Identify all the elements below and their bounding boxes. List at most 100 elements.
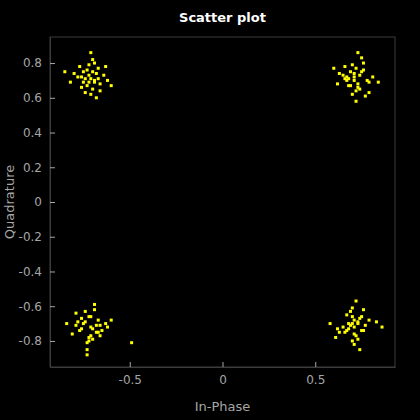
point bbox=[355, 100, 358, 103]
point bbox=[73, 72, 76, 75]
y-axis: -0.8-0.6-0.4-0.200.20.40.60.8 bbox=[19, 38, 55, 368]
point bbox=[351, 63, 354, 66]
point bbox=[338, 331, 341, 334]
point bbox=[82, 81, 85, 84]
point bbox=[353, 319, 356, 322]
point bbox=[82, 70, 85, 73]
point bbox=[358, 74, 361, 77]
point bbox=[80, 86, 83, 89]
point bbox=[130, 341, 133, 344]
point bbox=[329, 322, 332, 325]
x-tick-label: -0.5 bbox=[119, 373, 142, 387]
point bbox=[349, 310, 352, 313]
y-tick-label: -0.6 bbox=[19, 300, 42, 314]
point bbox=[99, 324, 102, 327]
point bbox=[353, 326, 356, 329]
point bbox=[91, 70, 94, 73]
point bbox=[360, 315, 363, 318]
point bbox=[351, 339, 354, 342]
point bbox=[342, 326, 345, 329]
point bbox=[87, 339, 90, 342]
point bbox=[97, 319, 100, 322]
point bbox=[381, 326, 384, 329]
y-tick: -0.4 bbox=[19, 265, 55, 279]
point bbox=[86, 353, 89, 356]
point bbox=[362, 308, 365, 311]
point bbox=[368, 319, 371, 322]
x-tick-label: 0 bbox=[219, 373, 227, 387]
x-axis: -0.500.5 bbox=[51, 362, 396, 387]
point bbox=[349, 324, 352, 327]
point bbox=[368, 91, 371, 94]
x-axis-line bbox=[51, 367, 396, 368]
point bbox=[80, 327, 83, 330]
x-tick: -0.5 bbox=[119, 362, 142, 387]
point bbox=[87, 63, 90, 66]
point bbox=[353, 79, 356, 82]
point bbox=[110, 84, 113, 87]
y-tick-label: -0.4 bbox=[19, 265, 42, 279]
x-tick-mark bbox=[223, 362, 224, 367]
point bbox=[360, 329, 363, 332]
point bbox=[76, 320, 79, 323]
point bbox=[89, 77, 92, 80]
point bbox=[375, 320, 378, 323]
point bbox=[89, 93, 92, 96]
point bbox=[91, 327, 94, 330]
point bbox=[106, 79, 109, 82]
point bbox=[74, 312, 77, 315]
point bbox=[71, 333, 74, 336]
point bbox=[99, 334, 102, 337]
point bbox=[338, 72, 341, 75]
point bbox=[86, 69, 89, 72]
y-tick: -0.6 bbox=[19, 300, 55, 314]
point bbox=[63, 70, 66, 73]
point bbox=[91, 58, 94, 61]
points bbox=[63, 51, 383, 356]
x-axis-title: In-Phase bbox=[195, 399, 251, 414]
point bbox=[86, 348, 89, 351]
point bbox=[89, 51, 92, 54]
point bbox=[93, 308, 96, 311]
y-tick-mark bbox=[50, 341, 55, 342]
plot-area: -0.500.5-0.8-0.6-0.4-0.200.20.40.60.8 bbox=[19, 37, 396, 387]
point bbox=[65, 322, 68, 325]
y-tick-label: -0.2 bbox=[19, 230, 42, 244]
point bbox=[343, 65, 346, 68]
point bbox=[349, 70, 352, 73]
point bbox=[351, 93, 354, 96]
y-tick: 0.2 bbox=[23, 161, 55, 175]
point bbox=[356, 82, 359, 85]
point bbox=[345, 79, 348, 82]
y-tick-label: 0.6 bbox=[23, 91, 42, 105]
point bbox=[87, 81, 90, 84]
point bbox=[82, 322, 85, 325]
title: Scatter plot bbox=[179, 10, 266, 25]
point bbox=[353, 75, 356, 78]
y-tick-mark bbox=[50, 63, 55, 64]
point bbox=[360, 56, 363, 59]
y-tick-label: 0.8 bbox=[23, 56, 42, 70]
plot-frame bbox=[50, 37, 395, 367]
point bbox=[104, 322, 107, 325]
point bbox=[332, 67, 335, 70]
point bbox=[87, 74, 90, 77]
point bbox=[358, 348, 361, 351]
point bbox=[349, 84, 352, 87]
point bbox=[100, 329, 103, 332]
y-tick: 0.6 bbox=[23, 91, 55, 105]
point bbox=[353, 343, 356, 346]
point bbox=[371, 75, 374, 78]
y-tick: -0.2 bbox=[19, 230, 55, 244]
y-tick-mark bbox=[50, 237, 55, 238]
y-tick-mark bbox=[50, 202, 55, 203]
point bbox=[334, 336, 337, 339]
point bbox=[366, 79, 369, 82]
x-tick-mark bbox=[315, 362, 316, 367]
point bbox=[95, 72, 98, 75]
y-tick: 0.8 bbox=[23, 56, 55, 70]
y-tick-label: -0.8 bbox=[19, 334, 42, 348]
point bbox=[84, 77, 87, 80]
point bbox=[91, 88, 94, 91]
y-tick-mark bbox=[50, 306, 55, 307]
